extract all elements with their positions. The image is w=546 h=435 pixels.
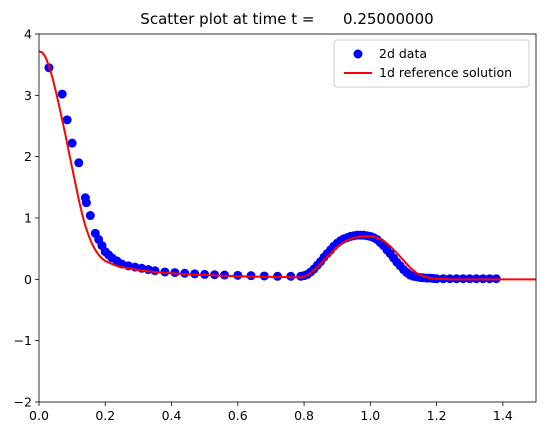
y-axis: −2 −1 0 1 2 3 4: [14, 27, 39, 410]
y-tick-label: 2: [24, 149, 32, 164]
legend-label-2d-data: 2d data: [379, 46, 427, 61]
scatter-point: [57, 89, 67, 99]
plot-area: [39, 34, 536, 402]
y-tick-label: 4: [24, 27, 32, 42]
scatter-point: [62, 115, 72, 125]
scatter-point: [81, 198, 91, 208]
scatter-point: [67, 138, 77, 148]
plot-background: [39, 34, 536, 402]
x-tick-label: 0.6: [228, 408, 248, 423]
y-tick-label: 3: [24, 88, 32, 103]
y-tick-label: 1: [24, 211, 32, 226]
reference-solution-line: [39, 50, 536, 281]
x-tick-label: 1.2: [427, 408, 447, 423]
x-tick-label: 0.2: [95, 408, 115, 423]
scatter-point: [74, 158, 84, 168]
legend-label-reference: 1d reference solution: [379, 65, 512, 80]
legend-box: [333, 39, 530, 88]
legend-marker-2d-data: [353, 49, 363, 59]
x-axis: 0.0 0.2 0.4 0.6 0.8 1.0 1.2 1.4: [29, 402, 513, 423]
scatter-point: [85, 211, 95, 221]
chart-title: Scatter plot at time t = 0.25000000: [140, 10, 433, 28]
y-tick-label: 0: [24, 272, 32, 287]
x-tick-label: 0.8: [294, 408, 314, 423]
legend: 2d data 1d reference solution: [333, 39, 530, 88]
data-marks: [39, 50, 536, 284]
x-tick-label: 0.0: [29, 408, 49, 423]
y-tick-label: −1: [14, 333, 32, 348]
x-tick-label: 1.0: [360, 408, 380, 423]
x-tick-label: 1.4: [493, 408, 513, 423]
y-tick-label: −2: [14, 395, 32, 410]
x-tick-label: 0.4: [162, 408, 182, 423]
